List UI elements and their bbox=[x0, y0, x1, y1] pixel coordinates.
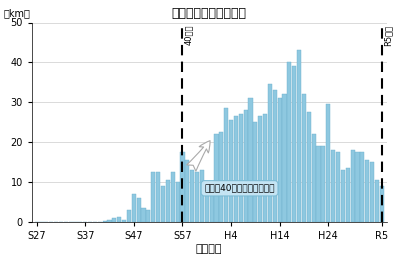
Bar bbox=[180, 152, 184, 222]
Bar bbox=[142, 208, 146, 222]
Bar bbox=[263, 114, 267, 222]
Bar bbox=[350, 150, 355, 222]
Bar bbox=[244, 110, 248, 222]
Bar bbox=[341, 170, 345, 222]
Bar bbox=[307, 112, 311, 222]
Bar bbox=[355, 152, 360, 222]
Text: R5年度: R5年度 bbox=[384, 25, 393, 46]
Bar bbox=[331, 150, 335, 222]
Bar bbox=[370, 162, 374, 222]
Bar bbox=[137, 198, 141, 222]
Bar bbox=[292, 67, 296, 222]
Bar bbox=[229, 120, 233, 222]
Text: （km）: （km） bbox=[3, 9, 30, 19]
Bar bbox=[102, 221, 107, 222]
Bar bbox=[214, 134, 218, 222]
Bar bbox=[360, 152, 364, 222]
Bar bbox=[190, 170, 194, 222]
Bar bbox=[258, 116, 262, 222]
Bar bbox=[122, 220, 126, 222]
Bar bbox=[297, 50, 301, 222]
Text: 40年前: 40年前 bbox=[184, 25, 193, 45]
Bar bbox=[195, 172, 199, 222]
Bar bbox=[336, 152, 340, 222]
Bar bbox=[176, 182, 180, 222]
Bar bbox=[108, 220, 112, 222]
Bar bbox=[210, 186, 214, 222]
Title: 布設年度別の管路延長: 布設年度別の管路延長 bbox=[172, 7, 247, 20]
Bar bbox=[346, 168, 350, 222]
X-axis label: 布設年度: 布設年度 bbox=[196, 244, 222, 254]
Bar bbox=[132, 194, 136, 222]
Bar bbox=[185, 160, 189, 222]
Bar bbox=[156, 172, 160, 222]
Bar bbox=[375, 180, 379, 222]
Bar bbox=[234, 116, 238, 222]
Bar bbox=[224, 108, 228, 222]
Bar bbox=[278, 98, 282, 222]
Bar bbox=[239, 114, 243, 222]
Bar bbox=[365, 160, 369, 222]
Bar bbox=[146, 210, 150, 222]
Bar bbox=[112, 218, 116, 222]
Bar bbox=[316, 146, 321, 222]
Bar bbox=[287, 62, 292, 222]
Bar bbox=[219, 132, 223, 222]
Bar bbox=[380, 186, 384, 222]
Bar bbox=[326, 104, 330, 222]
Bar bbox=[117, 217, 121, 222]
Bar bbox=[205, 186, 209, 222]
Bar bbox=[166, 180, 170, 222]
Bar bbox=[253, 122, 258, 222]
Bar bbox=[127, 210, 131, 222]
Bar bbox=[321, 146, 326, 222]
Bar bbox=[171, 172, 175, 222]
Bar bbox=[302, 94, 306, 222]
Bar bbox=[248, 98, 252, 222]
Bar bbox=[312, 134, 316, 222]
Bar bbox=[200, 170, 204, 222]
Bar bbox=[161, 186, 165, 222]
Bar bbox=[151, 172, 155, 222]
Text: 今後、40年経過管路が増加: 今後、40年経過管路が増加 bbox=[204, 184, 275, 193]
Bar bbox=[282, 94, 286, 222]
Bar bbox=[268, 84, 272, 222]
Bar bbox=[273, 90, 277, 222]
